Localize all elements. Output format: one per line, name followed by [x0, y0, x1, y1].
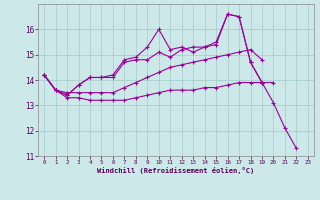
X-axis label: Windchill (Refroidissement éolien,°C): Windchill (Refroidissement éolien,°C) — [97, 167, 255, 174]
